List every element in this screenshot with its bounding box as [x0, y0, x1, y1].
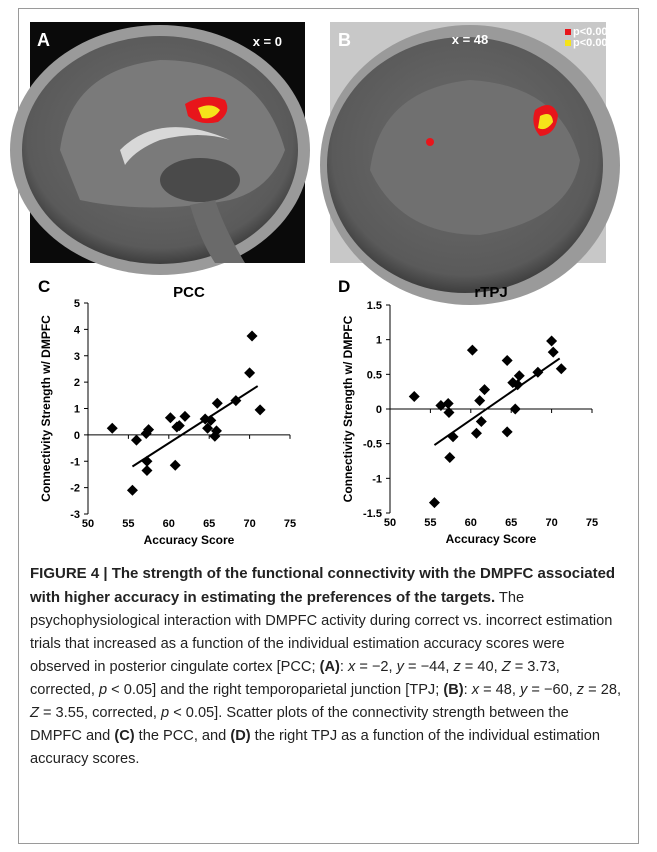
- x-tick-label: 55: [122, 518, 134, 530]
- y-tick-label: -3: [70, 509, 80, 521]
- data-point: [212, 398, 223, 409]
- data-point: [165, 412, 176, 423]
- caption-text: = −2,: [355, 659, 396, 675]
- y-tick-label: 5: [74, 298, 80, 310]
- caption-text: (C): [114, 728, 134, 744]
- y-axis-title: Connectivity Strength w/ DMPFC: [39, 315, 53, 502]
- caption-text: x: [472, 682, 479, 698]
- caption-text: (D): [230, 728, 250, 744]
- y-tick-label: 2: [74, 377, 80, 389]
- panel-label: A: [37, 30, 50, 50]
- legend-label: p<0.001: [573, 37, 614, 49]
- y-tick-label: 0: [74, 430, 80, 442]
- caption: FIGURE 4 | The strength of the functiona…: [30, 562, 624, 771]
- x-axis-title: Accuracy Score: [446, 532, 537, 546]
- data-point: [131, 435, 142, 446]
- caption-text: z: [453, 659, 460, 675]
- y-axis-title: Connectivity Strength w/ DMPFC: [341, 315, 355, 502]
- data-point: [170, 460, 181, 471]
- chart-title: rTPJ: [474, 284, 507, 301]
- x-tick-label: 60: [465, 517, 477, 529]
- panel-label: D: [338, 277, 350, 296]
- caption-text: p: [161, 705, 169, 721]
- data-point: [548, 347, 559, 358]
- chart-title: PCC: [173, 284, 205, 301]
- panel-label: C: [38, 277, 50, 296]
- y-tick-label: -2: [70, 483, 80, 495]
- data-point: [476, 416, 487, 427]
- x-tick-label: 75: [284, 518, 296, 530]
- data-point: [255, 404, 266, 415]
- data-point: [141, 465, 152, 476]
- x-tick-label: 60: [163, 518, 175, 530]
- slice-label: x = 48: [452, 32, 489, 47]
- data-point: [474, 395, 485, 406]
- y-tick-label: 1: [376, 335, 382, 347]
- caption-text: = −44,: [404, 659, 454, 675]
- brain-image-a: [10, 22, 310, 275]
- caption-text: = 48,: [479, 682, 520, 698]
- x-tick-label: 75: [586, 517, 598, 529]
- panel-label: B: [338, 30, 351, 50]
- caption-text: (A): [320, 659, 340, 675]
- data-point: [444, 452, 455, 463]
- caption-text: < 0.05] and the right temporoparietal ju…: [107, 682, 443, 698]
- x-tick-label: 55: [424, 517, 436, 529]
- caption-text: p: [99, 682, 107, 698]
- data-point: [409, 391, 420, 402]
- caption-text: (B): [443, 682, 463, 698]
- caption-title: FIGURE 4 | The strength of the functiona…: [30, 565, 615, 606]
- x-tick-label: 65: [203, 518, 215, 530]
- figure: A x = 0 B x = 48 p<0.005 p<0.001 CPCCCon…: [0, 0, 657, 852]
- data-point: [502, 355, 513, 366]
- caption-text: z: [577, 682, 584, 698]
- y-tick-label: 1.5: [367, 300, 382, 312]
- slice-label: x = 0: [253, 34, 282, 49]
- caption-text: = 40,: [461, 659, 502, 675]
- data-point: [448, 431, 459, 442]
- data-point: [546, 336, 557, 347]
- data-point: [479, 384, 490, 395]
- caption-text: Z: [30, 705, 39, 721]
- data-point: [467, 345, 478, 356]
- caption-text: = −60,: [527, 682, 577, 698]
- y-tick-label: -1: [372, 473, 382, 485]
- data-point: [107, 423, 118, 434]
- data-point: [244, 367, 255, 378]
- data-point: [247, 330, 258, 341]
- caption-text: the PCC, and: [135, 728, 231, 744]
- data-point: [514, 370, 525, 381]
- data-point: [429, 497, 440, 508]
- caption-text: = 3.55, corrected,: [39, 705, 161, 721]
- caption-text: :: [340, 659, 348, 675]
- x-tick-label: 70: [243, 518, 255, 530]
- data-point: [556, 363, 567, 374]
- data-point: [502, 426, 513, 437]
- x-tick-label: 70: [545, 517, 557, 529]
- data-point: [471, 428, 482, 439]
- y-tick-label: 4: [74, 324, 81, 336]
- y-tick-label: -1: [70, 456, 80, 468]
- caption-text: Z: [502, 659, 511, 675]
- data-point: [179, 411, 190, 422]
- y-tick-label: 3: [74, 351, 80, 363]
- data-point: [127, 485, 138, 496]
- caption-text: :: [464, 682, 472, 698]
- y-tick-label: 0.5: [367, 369, 382, 381]
- y-tick-label: -1.5: [363, 508, 382, 520]
- caption-text: y: [397, 659, 404, 675]
- y-tick-label: 1: [74, 404, 80, 416]
- x-tick-label: 65: [505, 517, 517, 529]
- legend-swatch: [565, 29, 571, 35]
- x-tick-label: 50: [82, 518, 94, 530]
- caption-text: = 28,: [584, 682, 621, 698]
- x-tick-label: 50: [384, 517, 396, 529]
- y-tick-label: -0.5: [363, 439, 382, 451]
- legend-swatch: [565, 40, 571, 46]
- y-tick-label: 0: [376, 404, 382, 416]
- brain-image-b: [320, 22, 620, 305]
- x-axis-title: Accuracy Score: [144, 533, 235, 547]
